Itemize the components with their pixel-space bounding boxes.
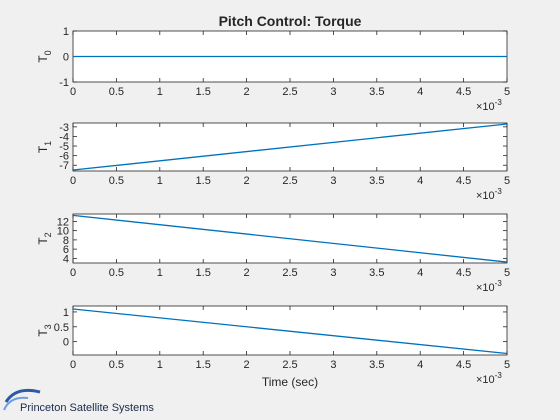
y-axis-label: T3 [36, 324, 53, 336]
x-tick-label: 4.5 [456, 267, 471, 279]
y-axis-label-subscript: 0 [43, 50, 53, 55]
x-tick-label: 0 [70, 175, 76, 187]
x-tick-label: 1.5 [196, 86, 211, 98]
logo: Princeton Satellite Systems [3, 388, 154, 414]
x-axis-label: Time (sec) [262, 375, 318, 389]
x-tick-label: 5 [504, 175, 510, 187]
x-tick-label: 3.5 [369, 359, 384, 371]
x-tick-label: 0 [70, 86, 76, 98]
x-tick-label: 4 [417, 175, 423, 187]
y-tick-label: -7 [59, 160, 69, 172]
y-tick-label: -3 [59, 122, 69, 134]
x-exponent-base: ×10 [476, 101, 495, 113]
logo-swoosh-icon [3, 388, 41, 411]
x-tick-label: 5 [504, 267, 510, 279]
x-tick-label: 2 [244, 359, 250, 371]
x-exponent-label: ×10-3 [476, 187, 502, 202]
chart-title: Pitch Control: Torque [219, 13, 362, 29]
x-tick-label: 3 [330, 86, 336, 98]
x-tick-label: 0.5 [109, 267, 124, 279]
y-axis-label-subscript: 3 [43, 324, 53, 329]
x-tick-label: 4 [417, 359, 423, 371]
y-axis-label-symbol: T [36, 55, 50, 63]
x-exponent-base: ×10 [476, 282, 495, 294]
x-exponent-power: -3 [495, 98, 503, 107]
x-tick-label: 0.5 [109, 359, 124, 371]
y-axis-label: T2 [36, 232, 53, 244]
y-tick-label: 0 [63, 52, 69, 64]
x-tick-label: 0 [70, 267, 76, 279]
y-axis-label: T1 [36, 141, 53, 153]
x-tick-label: 0.5 [109, 86, 124, 98]
x-tick-label: 3.5 [369, 175, 384, 187]
x-tick-label: 3.5 [369, 267, 384, 279]
y-tick-label: -5 [59, 141, 69, 153]
x-tick-label: 1.5 [196, 359, 211, 371]
x-tick-label: 2.5 [282, 175, 297, 187]
x-tick-label: 3 [330, 267, 336, 279]
x-exponent-base: ×10 [476, 374, 495, 386]
y-axis-label-symbol: T [36, 237, 50, 245]
x-tick-label: 4.5 [456, 359, 471, 371]
x-tick-label: 0 [70, 359, 76, 371]
series-line [72, 214, 508, 263]
x-tick-label: 1 [157, 175, 163, 187]
x-tick-label: 2.5 [282, 267, 297, 279]
x-tick-label: 5 [504, 86, 510, 98]
x-exponent-power: -3 [495, 187, 503, 196]
x-tick-label: 1 [157, 359, 163, 371]
y-axis-label-subscript: 1 [43, 141, 53, 146]
x-tick-label: 2.5 [282, 359, 297, 371]
x-tick-label: 3 [330, 175, 336, 187]
x-tick-label: 1 [157, 267, 163, 279]
x-exponent-power: -3 [495, 371, 503, 380]
y-tick-label: 6 [63, 244, 69, 256]
y-axis-label-symbol: T [36, 145, 50, 153]
x-tick-label: 2 [244, 175, 250, 187]
y-axis-label-subscript: 2 [43, 232, 53, 237]
x-tick-label: 3 [330, 359, 336, 371]
x-tick-label: 0.5 [109, 175, 124, 187]
x-exponent-label: ×10-3 [476, 279, 502, 294]
y-tick-label: -1 [59, 77, 69, 89]
x-tick-label: 5 [504, 359, 510, 371]
y-tick-label: 12 [57, 216, 69, 228]
x-tick-label: 2.5 [282, 86, 297, 98]
y-tick-label: 1 [63, 26, 69, 38]
x-tick-label: 1.5 [196, 175, 211, 187]
x-exponent-label: ×10-3 [476, 98, 502, 113]
x-tick-label: 4.5 [456, 175, 471, 187]
x-exponent-label: ×10-3 [476, 371, 502, 386]
x-exponent-base: ×10 [476, 190, 495, 202]
y-tick-label: 8 [63, 235, 69, 247]
y-tick-label: 0 [63, 337, 69, 349]
y-tick-label: 1 [63, 307, 69, 319]
x-tick-label: 4 [417, 86, 423, 98]
y-tick-label: 4 [63, 253, 69, 265]
x-exponent-power: -3 [495, 279, 503, 288]
axes-box [72, 305, 508, 356]
x-tick-label: 2 [244, 267, 250, 279]
logo-text: Princeton Satellite Systems [20, 402, 154, 414]
x-tick-label: 1 [157, 86, 163, 98]
series-line [72, 308, 508, 355]
x-tick-label: 3.5 [369, 86, 384, 98]
y-tick-label: -4 [59, 131, 69, 143]
y-tick-label: 10 [57, 226, 69, 238]
subplot-1: 0 0.5 1 1.5 2 2.5 3 3.5 4 4.5 5-7-6-5-4-3T1×10-3 [36, 122, 510, 202]
y-tick-label: -6 [59, 151, 69, 163]
y-axis-label: T0 [36, 50, 53, 62]
x-tick-label: 1.5 [196, 267, 211, 279]
x-tick-label: 4 [417, 267, 423, 279]
series-line [72, 123, 508, 171]
x-tick-label: 2 [244, 86, 250, 98]
x-tick-label: 4.5 [456, 86, 471, 98]
y-tick-label: 0.5 [54, 322, 69, 334]
y-axis-label-symbol: T [36, 329, 50, 337]
